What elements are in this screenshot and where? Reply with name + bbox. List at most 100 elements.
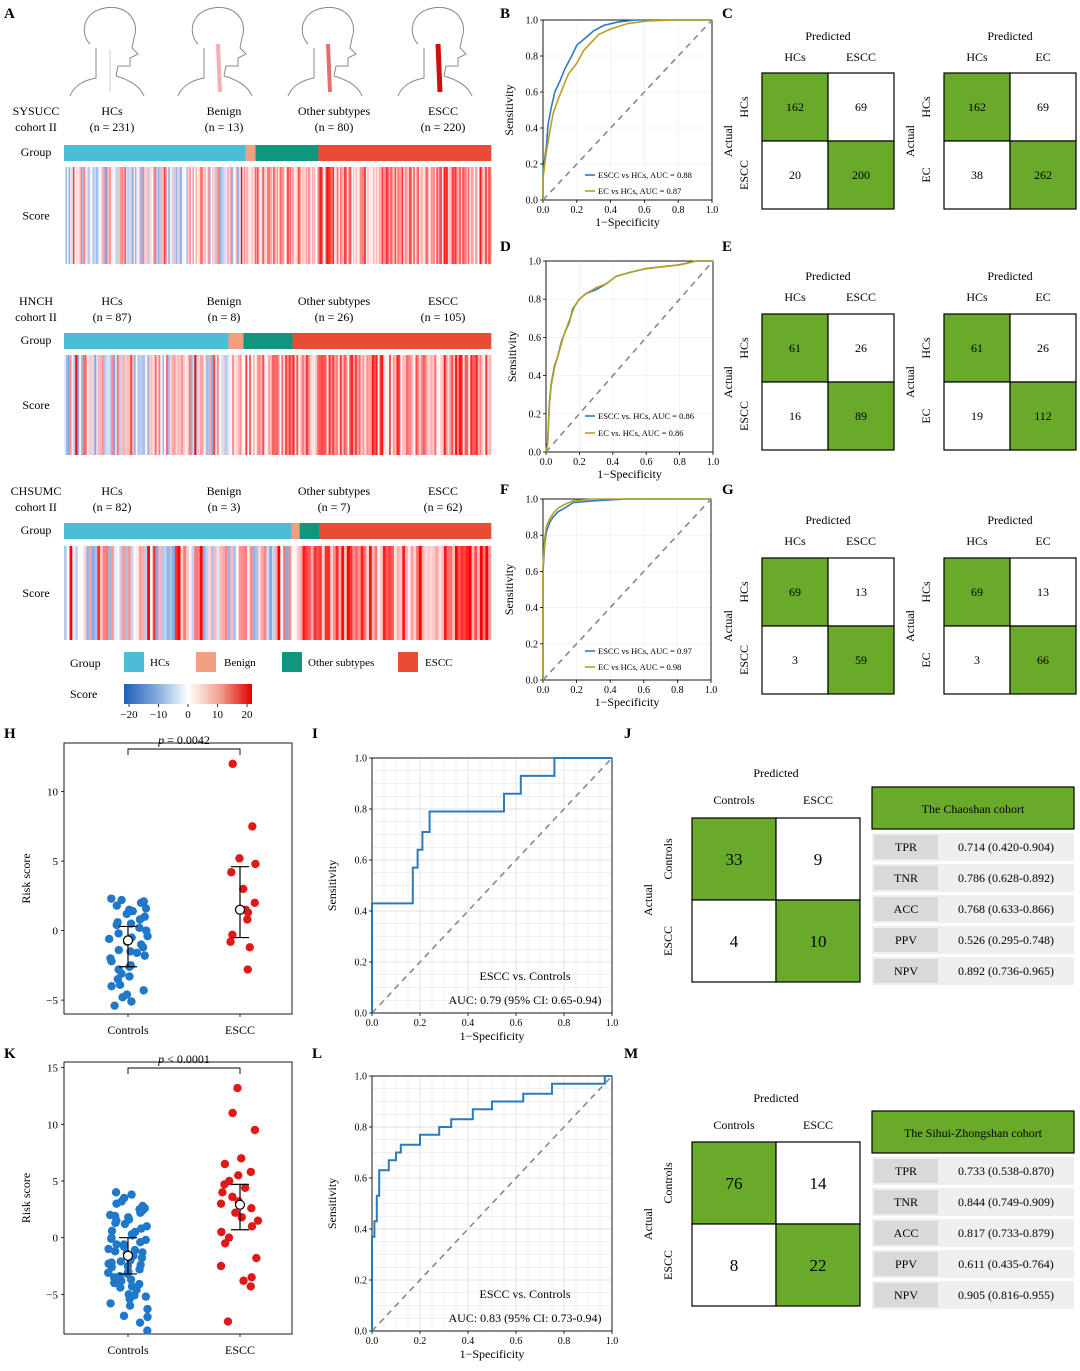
table-metric-name: TNR — [894, 871, 918, 885]
score-stripe — [385, 355, 388, 455]
matrix-axis-title-predicted: Predicted — [987, 269, 1032, 283]
score-stripe — [370, 355, 373, 455]
score-stripe — [438, 546, 442, 640]
score-stripe — [324, 546, 328, 640]
score-stripe — [469, 167, 472, 264]
score-stripe — [342, 167, 345, 264]
legend-label-hcs: HCs — [150, 657, 170, 669]
data-point — [251, 859, 260, 869]
score-stripe — [299, 167, 301, 264]
score-stripe — [435, 546, 439, 640]
table-metric-cell — [874, 1190, 938, 1214]
matrix-axis-title-actual: Actual — [903, 124, 917, 157]
score-stripe — [454, 546, 459, 640]
score-stripe — [220, 355, 224, 455]
score-stripe — [254, 355, 258, 455]
score-stripe — [369, 546, 373, 640]
score-stripe — [74, 167, 77, 264]
score-stripe — [261, 167, 263, 264]
matrix-row-label: EC — [919, 652, 933, 667]
y-tick-label: 0.4 — [355, 907, 368, 918]
matrix-col-label: ESCC — [803, 1118, 833, 1132]
data-point — [223, 1317, 233, 1326]
score-stripe — [152, 355, 155, 455]
score-stripe — [304, 167, 307, 264]
cohort-name-line1: SYSUCC — [13, 104, 60, 118]
score-stripe — [311, 167, 313, 264]
score-stripe — [236, 167, 239, 264]
score-stripe — [300, 355, 303, 455]
row-label-group: Group — [21, 523, 52, 537]
table-title-box — [871, 786, 1075, 830]
data-point — [110, 1278, 119, 1288]
diagonal-reference-line — [371, 757, 613, 1014]
matrix-cell-correct — [1009, 625, 1077, 695]
y-tick-label: 1.0 — [355, 1072, 368, 1083]
score-stripe — [218, 355, 222, 455]
x-tick-label: 0.4 — [462, 1336, 475, 1347]
score-stripe — [370, 167, 372, 264]
x-tick-label: 0.2 — [573, 457, 586, 468]
score-stripe — [338, 167, 341, 264]
matrix-col-label: HCs — [966, 50, 988, 64]
data-point — [141, 1292, 151, 1301]
score-stripe — [426, 167, 428, 264]
matrix-axis-title-actual: Actual — [641, 883, 655, 916]
score-stripe — [472, 355, 475, 455]
score-stripe — [411, 355, 414, 455]
score-stripe — [260, 355, 263, 455]
panel-label-e: E — [722, 239, 732, 255]
score-stripe — [463, 167, 466, 264]
score-stripe — [285, 546, 289, 640]
score-stripe — [66, 546, 70, 640]
matrix-row-label: HCs — [737, 96, 751, 118]
score-stripe — [447, 355, 450, 455]
score-stripe — [98, 167, 101, 264]
score-stripe — [398, 355, 401, 455]
group-bar-benign — [245, 145, 256, 161]
score-stripe — [358, 167, 361, 264]
score-stripe — [231, 167, 234, 264]
score-stripe — [396, 167, 398, 264]
score-stripe — [348, 167, 351, 264]
score-stripe — [463, 546, 467, 640]
score-stripe — [403, 167, 405, 264]
score-stripe — [234, 167, 237, 264]
score-stripe — [442, 167, 444, 264]
score-stripe — [135, 167, 137, 264]
data-point — [119, 1242, 129, 1251]
data-point — [228, 1108, 237, 1118]
matrix-col-label: HCs — [784, 50, 806, 64]
score-stripe — [357, 167, 359, 264]
score-stripe — [383, 355, 386, 455]
matrix-row-label: ESCC — [737, 401, 751, 431]
score-stripe — [273, 355, 276, 455]
score-stripe — [355, 546, 359, 640]
score-stripe — [193, 167, 196, 264]
score-stripe — [334, 167, 336, 264]
score-stripe — [436, 167, 439, 264]
score-stripe — [252, 546, 256, 640]
score-stripe — [130, 546, 134, 640]
score-stripe — [404, 355, 407, 455]
matrix-cell-value: 76 — [726, 1174, 743, 1193]
score-stripe — [289, 167, 291, 264]
score-stripe — [426, 355, 429, 455]
score-stripe — [256, 167, 258, 264]
table-title: The Sihui-Zhongshan cohort — [904, 1126, 1043, 1140]
data-point — [136, 898, 146, 908]
score-stripe — [219, 546, 223, 640]
score-stripe — [232, 355, 235, 455]
data-point — [122, 990, 132, 999]
table-metric-cell — [874, 1221, 938, 1245]
cohort-block-3: CHSUMC cohort II HCs (n = 82) Benign (n = 3) O… — [11, 484, 492, 640]
score-stripe — [166, 167, 169, 264]
score-stripe — [377, 355, 380, 455]
cohort-group-n: (n = 26) — [315, 310, 354, 324]
score-stripe — [161, 546, 165, 640]
data-point — [138, 1206, 147, 1215]
score-stripe — [309, 167, 311, 264]
score-stripe — [92, 167, 95, 264]
score-stripe — [417, 355, 420, 455]
